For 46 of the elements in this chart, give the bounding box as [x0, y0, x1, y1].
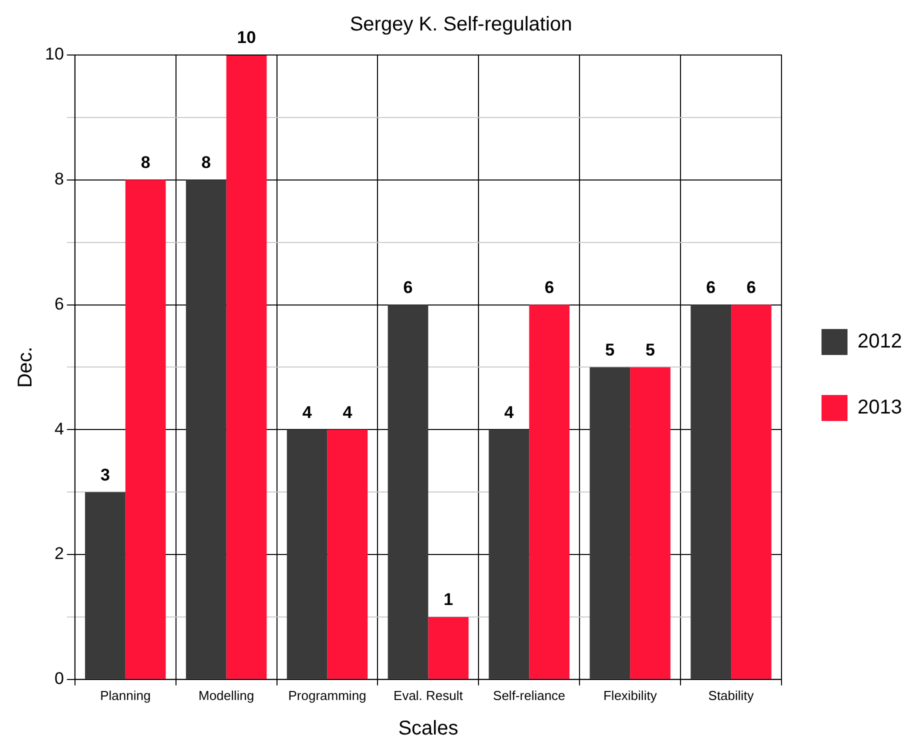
data-label: 4	[302, 402, 312, 422]
bar	[488, 430, 530, 679]
bar	[428, 616, 469, 679]
bar	[388, 304, 428, 679]
chart-title: Sergey K. Self-regulation	[350, 14, 572, 36]
data-label: 8	[140, 153, 150, 172]
y-axis-title: Dec.	[14, 346, 37, 388]
bar	[85, 492, 126, 679]
bar	[630, 367, 670, 679]
data-label: 5	[646, 340, 656, 360]
data-label: 1	[444, 590, 454, 610]
bar	[226, 55, 267, 679]
bar	[690, 304, 732, 679]
y-tick-label: 6	[54, 294, 64, 314]
x-tick-label: Planning	[100, 688, 151, 703]
data-label: 6	[706, 278, 716, 297]
data-label: 5	[605, 340, 615, 360]
legend-label: 2013	[858, 396, 902, 419]
x-tick-label: Modelling	[198, 688, 254, 703]
bar	[125, 180, 166, 679]
bar	[186, 180, 226, 679]
legend-label: 2012	[858, 330, 902, 353]
data-label: 4	[504, 402, 514, 422]
data-label: 6	[746, 278, 756, 297]
bar	[286, 430, 328, 679]
y-tick-label: 4	[54, 419, 64, 438]
y-tick-label: 10	[44, 44, 64, 64]
x-tick-label: Eval. Result	[394, 688, 464, 703]
x-tick-label: Flexibility	[603, 688, 658, 703]
x-axis-title: Scales	[398, 718, 458, 740]
bar	[327, 430, 368, 679]
data-label: 6	[403, 278, 413, 297]
data-label: 8	[201, 153, 211, 172]
x-tick-label: Stability	[708, 688, 754, 703]
bar	[590, 367, 630, 679]
data-label: 6	[544, 278, 554, 297]
bar	[731, 304, 772, 679]
bar	[529, 304, 570, 679]
y-tick-label: 0	[54, 669, 64, 688]
data-label: 10	[237, 28, 256, 48]
y-tick-label: 8	[54, 170, 64, 189]
data-label: 3	[100, 465, 110, 484]
x-tick-label: Self-reliance	[493, 688, 566, 703]
y-tick-label: 2	[54, 544, 64, 564]
data-label: 4	[342, 402, 353, 422]
x-tick-label: Programming	[288, 688, 366, 703]
